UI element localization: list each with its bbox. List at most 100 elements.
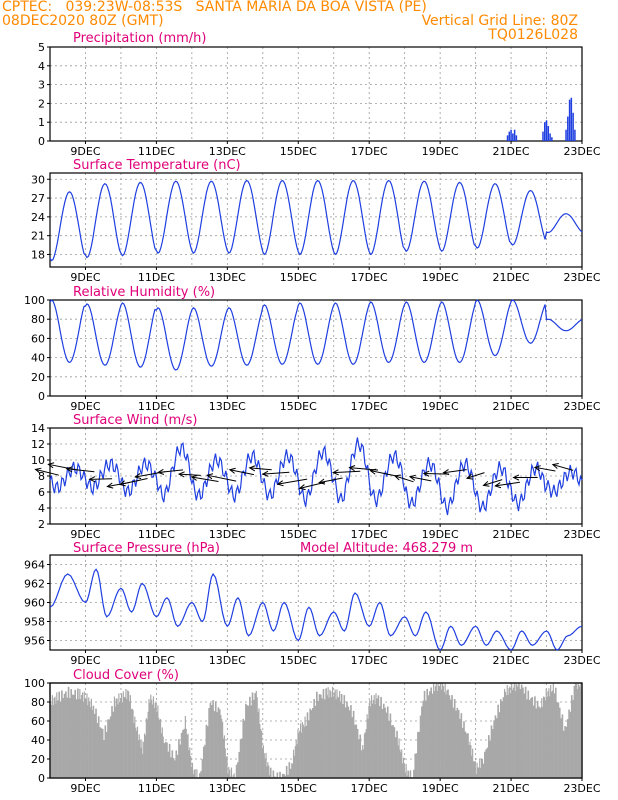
x-tick-label: 15DEC xyxy=(280,782,317,795)
cloud-bar xyxy=(154,702,156,778)
cloud-bar xyxy=(239,739,242,778)
cloud-bar xyxy=(526,699,528,778)
precip-bar xyxy=(542,131,544,141)
x-tick-label: 9DEC xyxy=(70,654,100,667)
cloud-bar xyxy=(554,687,557,778)
cloud-bar xyxy=(546,696,548,778)
cloud-bar xyxy=(313,698,315,778)
cloud-bar xyxy=(81,695,83,778)
cloud-bar xyxy=(576,689,578,778)
panel-title: Surface Temperature (nC) xyxy=(73,158,241,173)
wind-arrow xyxy=(276,478,308,487)
cloud-bar xyxy=(120,698,122,778)
cloud-bar xyxy=(143,741,145,778)
cloud-bar xyxy=(553,693,556,778)
wind-arrow xyxy=(533,465,556,472)
x-tick-label: 15DEC xyxy=(280,145,317,158)
cloud-bar xyxy=(460,713,463,778)
cloud-bar xyxy=(189,747,191,778)
y-tick-label: 3 xyxy=(38,79,45,92)
panel-frame xyxy=(49,554,583,651)
wind-arrow xyxy=(422,470,450,477)
cloud-bar xyxy=(451,695,453,778)
cloud-bar xyxy=(364,732,366,778)
cloud-bar xyxy=(519,689,522,778)
precip-bar xyxy=(545,120,548,141)
y-tick-label: 100 xyxy=(24,677,45,690)
cloud-bar xyxy=(84,698,86,778)
cloud-bar xyxy=(394,737,397,778)
cloud-bar xyxy=(200,771,202,778)
cloud-bar xyxy=(153,708,155,778)
y-tick-label: 80 xyxy=(31,313,45,326)
cloud-bar xyxy=(512,687,515,778)
cloud-bar xyxy=(502,697,505,778)
cloud-bar xyxy=(335,699,337,778)
x-tick-label: 15DEC xyxy=(280,271,317,284)
cloud-bar xyxy=(57,700,59,778)
cloud-bar xyxy=(257,711,259,778)
cloud-bar xyxy=(565,726,568,778)
cloud-bar xyxy=(314,705,317,778)
wind-arrow xyxy=(494,481,521,489)
cloud-bar xyxy=(136,730,138,778)
cloud-bar xyxy=(88,697,90,778)
cloud-bar xyxy=(376,698,378,778)
cloud-bar xyxy=(472,748,474,778)
cloud-bar xyxy=(256,697,258,778)
pressure-line xyxy=(49,568,583,651)
precip-bar xyxy=(574,129,576,141)
cloud-bar xyxy=(549,696,551,778)
cloud-bar xyxy=(449,699,452,778)
cloud-bar xyxy=(264,758,266,778)
cloud-bar xyxy=(381,708,384,778)
cloud-bar xyxy=(122,691,124,778)
cloud-bar xyxy=(81,692,84,778)
cloud-bar xyxy=(283,774,285,778)
cloud-bar xyxy=(138,734,140,778)
cloud-bar xyxy=(539,708,541,778)
y-tick-label: 18 xyxy=(31,248,45,261)
cloud-bar xyxy=(543,697,546,778)
cloud-bar xyxy=(371,703,374,778)
cloud-bar xyxy=(540,707,542,778)
cloud-bar xyxy=(132,709,134,778)
y-tick-label: 6 xyxy=(38,486,45,499)
cloud-bar xyxy=(382,703,385,778)
cloud-bar xyxy=(368,705,370,778)
cloud-bar xyxy=(305,725,307,778)
cloud-bar xyxy=(237,762,239,778)
cloud-bar xyxy=(475,774,477,778)
x-tick-label: 21DEC xyxy=(493,271,530,284)
cloud-bar xyxy=(473,761,476,778)
wind-arrow xyxy=(65,466,95,473)
cloud-bar xyxy=(369,700,371,778)
precip-bar xyxy=(570,97,573,141)
header-grid-note: Vertical Grid Line: 80Z xyxy=(421,13,578,29)
cloud-bar xyxy=(249,696,251,778)
cloud-bar xyxy=(479,758,481,778)
cloud-bar xyxy=(372,699,374,778)
x-tick-label: 21DEC xyxy=(493,654,530,667)
cloud-bar xyxy=(321,698,323,778)
cloud-bar xyxy=(149,702,151,778)
cloud-bar xyxy=(224,748,226,778)
cloud-bar xyxy=(562,730,565,778)
wind-arrow xyxy=(206,473,237,482)
cloud-bar xyxy=(158,718,160,778)
cloud-bar xyxy=(261,748,264,778)
cloud-bar xyxy=(477,767,479,778)
cloud-bar xyxy=(467,733,469,778)
cloud-bar xyxy=(310,710,313,778)
cloud-bar xyxy=(87,705,89,778)
cloud-bar xyxy=(400,752,402,778)
cloud-bar xyxy=(548,688,550,778)
wind-arrow xyxy=(228,467,255,476)
cloud-bar xyxy=(266,766,268,778)
cloud-bar xyxy=(504,691,507,778)
cloud-bar xyxy=(261,730,263,778)
cloud-bar xyxy=(444,683,446,778)
cloud-bar xyxy=(184,716,186,778)
cloud-bar xyxy=(557,702,560,778)
cloud-bar xyxy=(297,729,299,778)
